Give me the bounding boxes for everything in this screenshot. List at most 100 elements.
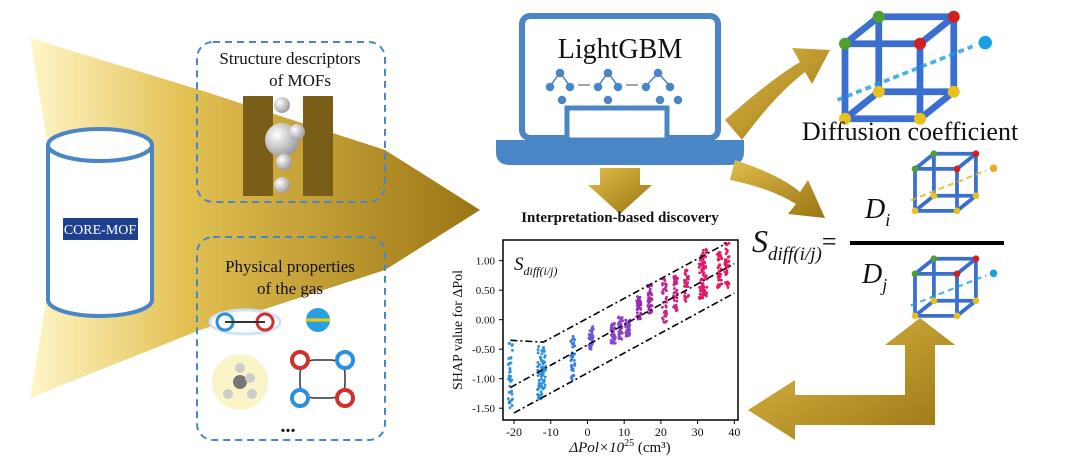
scatter-point (675, 276, 679, 280)
scatter-point (704, 274, 708, 278)
scatter-point (540, 385, 544, 389)
scatter-point (541, 362, 545, 366)
scatter-point (661, 316, 664, 320)
scatter-point (705, 285, 709, 289)
scatter-point (665, 300, 668, 304)
scatter-point (697, 265, 701, 269)
scatter-point (510, 392, 514, 396)
scatter-point (506, 397, 510, 401)
scatter-point (724, 273, 728, 277)
scatter-point (664, 313, 668, 317)
mof-cube-icon-j (910, 255, 998, 320)
scatter-point (683, 271, 687, 275)
scatter-point (609, 341, 613, 345)
y-tick-label: -0.50 (472, 344, 495, 356)
scatter-point (571, 341, 575, 345)
scatter-point (609, 339, 613, 342)
y-tick-label: -1.00 (472, 374, 495, 386)
scatter-cluster (701, 248, 709, 298)
diffusion-coefficient-label: Diffusion coefficient (802, 117, 1019, 146)
scatter-point (570, 357, 574, 361)
scatter-point (646, 299, 650, 303)
scatter-point (717, 274, 720, 278)
scatter-point (726, 265, 730, 269)
scatter-point (628, 331, 632, 335)
scatter-point (727, 255, 731, 259)
gas-title-1: Physical properties (225, 257, 355, 276)
scatter-point (510, 344, 514, 347)
scatter-cluster (683, 268, 690, 303)
scatter-point (537, 378, 541, 382)
scatter-point (702, 286, 705, 289)
scatter-point (619, 329, 622, 333)
scatter-point (543, 355, 547, 359)
scatter-point (511, 348, 514, 352)
scatter-cluster (609, 321, 617, 345)
scatter-cluster (539, 346, 547, 391)
mof-cube-icon-i (910, 150, 998, 215)
scatter-point (704, 251, 708, 255)
decision-trees-icon (545, 68, 683, 105)
scatter-point (663, 279, 667, 282)
scatter-point (665, 319, 668, 323)
scatter-point (646, 294, 650, 297)
y-tick-label: 0.00 (476, 315, 496, 327)
scatter-point (590, 329, 594, 333)
scatter-point (542, 349, 546, 353)
scatter-point (508, 406, 512, 410)
descriptors-box (196, 41, 386, 203)
scatter-point (705, 248, 708, 252)
scatter-point (702, 271, 706, 275)
scatter-point (704, 264, 708, 268)
scatter-point (542, 380, 546, 384)
scatter-cluster (587, 325, 595, 351)
scatter-point (638, 295, 642, 299)
arrow-down-to-chart (588, 168, 652, 214)
scatter-cluster (624, 318, 632, 338)
scatter-point (716, 252, 719, 256)
scatter-point (509, 361, 513, 365)
scatter-cluster (672, 274, 679, 312)
scatter-point (675, 282, 679, 285)
scatter-point (675, 308, 679, 312)
scatter-point (611, 336, 615, 340)
x-tick-label: 30 (692, 425, 704, 439)
scatter-point (638, 317, 642, 321)
scatter-point (590, 326, 594, 330)
y-axis-label: SHAP value for ΔPol (451, 270, 466, 390)
scatter-point (537, 384, 541, 388)
scatter-point (507, 400, 511, 403)
polarizability-icon (306, 308, 330, 332)
scatter-cluster (646, 283, 654, 315)
scatter-point (720, 257, 724, 261)
scatter-point (702, 267, 705, 271)
chart-title: Interpretation-based discovery (521, 210, 719, 226)
gas-title-2: of the gas (257, 279, 323, 298)
scatter-point (508, 342, 511, 345)
scatter-point (542, 368, 546, 372)
scatter-point (719, 267, 723, 271)
scatter-point (683, 296, 687, 300)
scatter-point (672, 291, 676, 295)
x-tick-label: 0 (584, 425, 590, 439)
shap-scatter-chart: -20 -10 0 10 20 30 40 1.00 0.50 0.00 -0.50 -1.00 -1.… (472, 241, 740, 439)
scatter-point (635, 311, 639, 315)
scatter-point (716, 266, 720, 270)
scatter-point (726, 280, 729, 284)
formula-lhs: Sdiff(i/j)= (752, 223, 837, 265)
scatter-point (543, 383, 547, 387)
scatter-point (704, 291, 708, 295)
scatter-point (617, 323, 621, 327)
scatter-point (628, 328, 632, 332)
scatter-point (723, 270, 727, 274)
scatter-point (621, 319, 624, 322)
scatter-point (698, 289, 702, 292)
scatter-point (650, 293, 654, 297)
scatter-point (725, 250, 729, 254)
scatter-point (589, 345, 593, 349)
x-tick-label: -10 (543, 425, 559, 439)
scatter-point (536, 365, 540, 369)
scatter-point (572, 358, 576, 362)
x-tick-label: -20 (506, 425, 522, 439)
scatter-point (701, 257, 705, 261)
